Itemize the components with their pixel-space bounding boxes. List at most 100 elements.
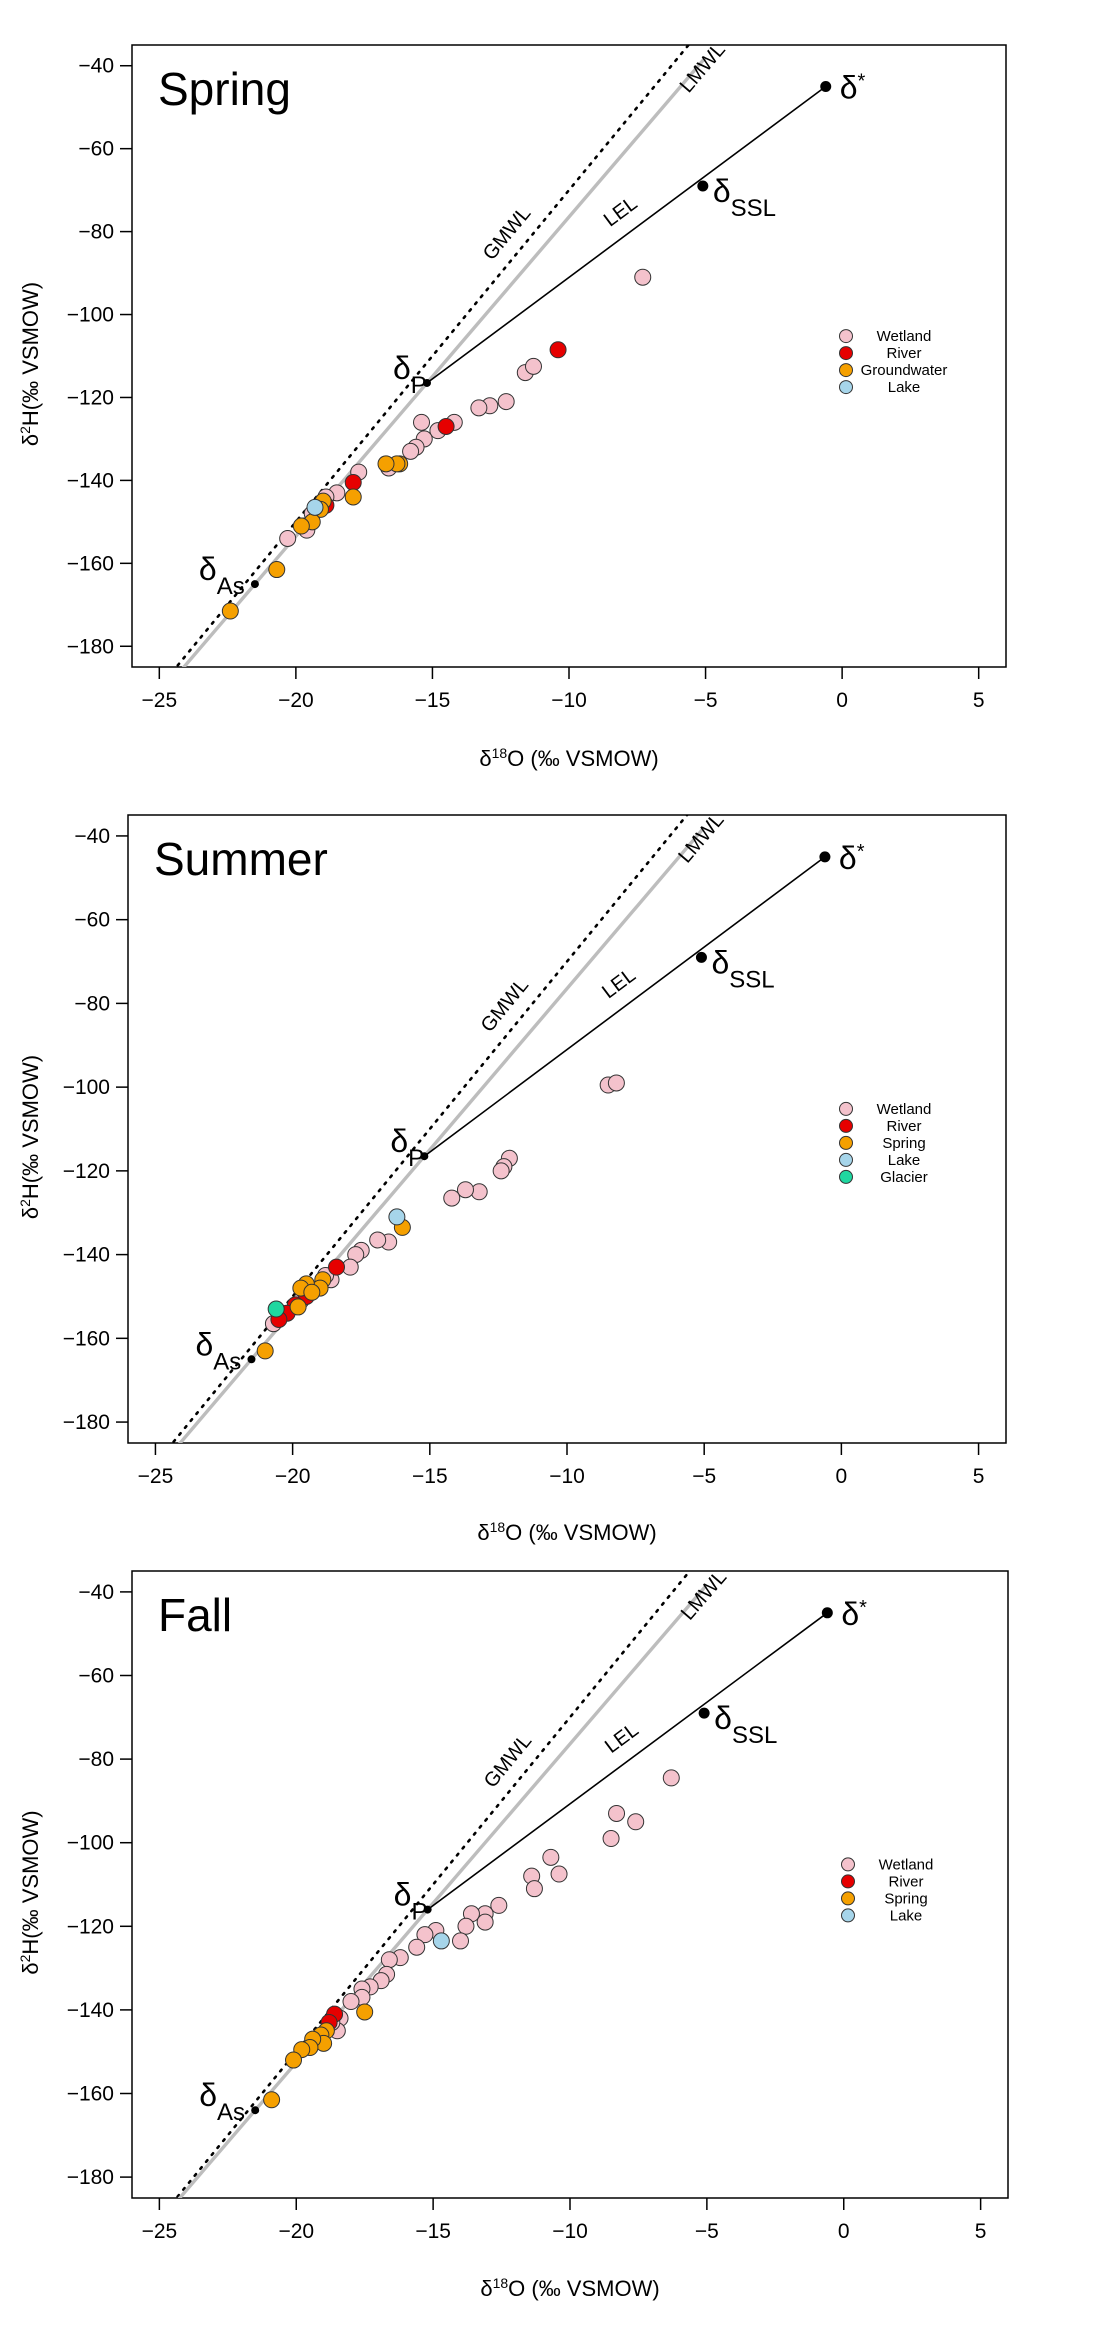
series-lake (432, 1932, 450, 1950)
data-point (356, 2003, 374, 2021)
x-axis-title: δ18O (‰ VSMOW) (479, 745, 658, 771)
legend-label: Spring (884, 1890, 927, 1907)
lmwl-label: LMWL (674, 809, 728, 867)
data-point (380, 1951, 398, 1969)
x-tick-label: −15 (415, 2220, 451, 2243)
y-tick-label: −40 (74, 825, 110, 848)
data-point (437, 417, 455, 435)
panel-title: Fall (158, 1589, 232, 1641)
delta-star-label: δ* (841, 1596, 867, 1632)
delta-ssl-label: δSSL (714, 1700, 777, 1749)
y-tick-label: −80 (78, 1748, 114, 1771)
data-point (256, 1342, 274, 1360)
data-point (328, 1258, 346, 1276)
panel-title: Spring (158, 63, 291, 115)
lmwl-line (177, 826, 706, 1443)
gmwl-label: GMWL (479, 203, 536, 265)
x-tick-label: −5 (692, 1465, 716, 1488)
x-axis-title: δ18O (‰ VSMOW) (477, 1519, 656, 1545)
y-tick-label: −100 (67, 1832, 114, 1855)
data-point (432, 1932, 450, 1950)
x-tick-label: −25 (138, 1465, 174, 1488)
delta-star-point (819, 851, 831, 863)
data-point (550, 1865, 568, 1883)
delta-ssl-label: δSSL (713, 173, 776, 222)
y-tick-label: −60 (78, 138, 114, 161)
data-point (279, 529, 297, 547)
x-tick-label: 0 (836, 689, 848, 712)
lmwl-line (177, 1583, 709, 2198)
data-point (402, 442, 420, 460)
legend-label: River (886, 345, 921, 362)
delta-p-label: δP (393, 350, 427, 399)
y-tick-label: −100 (67, 304, 114, 327)
data-point (221, 602, 239, 620)
y-axis-title: δ2H(‰ VSMOW) (17, 282, 43, 446)
data-point (268, 561, 286, 579)
data-point (497, 393, 515, 411)
data-point (388, 1208, 406, 1226)
legend-label: River (888, 1873, 923, 1890)
y-tick-label: −160 (67, 552, 114, 575)
x-tick-label: −5 (694, 689, 718, 712)
lel-line (423, 856, 826, 1157)
legend-marker (839, 380, 853, 395)
reference-lines (170, 815, 826, 1443)
delta-as-label: δAs (199, 551, 245, 600)
lel-label: LEL (601, 1719, 643, 1758)
gmwl-label: GMWL (480, 1730, 536, 1792)
y-tick-label: −120 (63, 1160, 110, 1183)
series-groundwater (221, 455, 409, 620)
x-tick-label: −25 (142, 689, 178, 712)
data-point (289, 1298, 307, 1316)
data-point (476, 1913, 494, 1931)
legend-label: Wetland (879, 1856, 934, 1873)
gmwl-line (170, 815, 689, 1443)
delta-p-label: δP (390, 1123, 424, 1172)
legend-label: Lake (888, 1152, 921, 1169)
legend-marker (839, 1135, 853, 1150)
delta-ssl-point (698, 1707, 710, 1719)
delta-as-label: δAs (199, 2077, 245, 2126)
data-point (413, 413, 431, 431)
data-point (524, 357, 542, 375)
data-point (416, 1926, 434, 1944)
data-point (457, 1917, 475, 1935)
legend-marker (839, 1101, 853, 1116)
y-tick-label: −40 (78, 55, 114, 78)
x-tick-label: −20 (278, 689, 314, 712)
data-point (443, 1189, 461, 1207)
data-point (542, 1848, 560, 1866)
x-tick-label: −10 (552, 2220, 588, 2243)
y-tick-label: −80 (74, 992, 110, 1015)
legend-marker (841, 1908, 855, 1923)
y-tick-label: −180 (63, 1411, 110, 1434)
x-tick-label: −10 (549, 1465, 585, 1488)
legend-label: Groundwater (861, 362, 948, 379)
data-point (492, 1162, 510, 1180)
delta-star-point (821, 1607, 833, 1619)
legend-marker (839, 363, 853, 378)
lel-line (426, 85, 827, 384)
reference-lines (174, 45, 827, 667)
y-tick-label: −140 (63, 1244, 110, 1267)
y-axis-title: δ2H(‰ VSMOW) (17, 1810, 43, 1974)
series-lake (388, 1208, 406, 1226)
x-tick-label: −20 (275, 1465, 311, 1488)
data-point (456, 1181, 474, 1199)
legend-label: Wetland (877, 1101, 932, 1118)
legend-label: Wetland (877, 328, 932, 345)
legend-label: River (886, 1118, 921, 1135)
data-point (377, 455, 395, 473)
data-point (662, 1769, 680, 1787)
legend-marker (839, 1118, 853, 1133)
y-tick-label: −140 (67, 1999, 114, 2022)
data-point (285, 2051, 303, 2069)
x-tick-label: −15 (412, 1465, 448, 1488)
data-point (292, 517, 310, 535)
delta-ssl-point (697, 180, 709, 192)
x-tick-label: 5 (973, 689, 985, 712)
lel-label: LEL (600, 193, 642, 232)
